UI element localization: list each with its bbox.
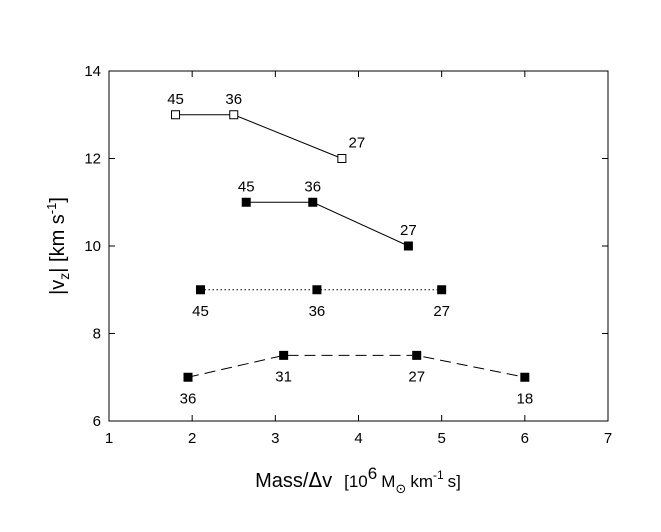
y-tick-label: 6: [93, 413, 101, 430]
y-tick-label: 8: [93, 326, 101, 343]
series-line: [175, 114, 343, 159]
series-4: 36 31 27 18: [180, 350, 533, 407]
x-axis-title: Mass/Δv [106 M⊙ km-1 s]: [255, 464, 461, 497]
y-tick-label: 14: [84, 63, 101, 80]
data-point: [171, 110, 181, 120]
series-2: 45 36 27: [238, 178, 417, 251]
data-point: [337, 154, 347, 163]
series-line: [187, 354, 525, 378]
point-label: 45: [192, 303, 209, 320]
series-line: [246, 201, 409, 247]
point-label: 27: [408, 368, 425, 385]
data-point: [241, 197, 251, 207]
x-tick-label: 4: [354, 430, 362, 447]
data-point: [520, 372, 530, 382]
point-label: 31: [275, 368, 292, 385]
series-3: 45 36 27: [192, 285, 450, 320]
x-tick-label: 3: [271, 430, 279, 447]
point-label: 27: [400, 222, 417, 239]
plot-frame: [108, 70, 609, 422]
data-point: [183, 372, 193, 382]
point-label: 36: [180, 390, 197, 407]
data-point: [412, 350, 422, 360]
x-tick-label: 6: [521, 430, 529, 447]
data-point: [229, 110, 239, 120]
y-axis-title: |vz| [km s-1]: [44, 197, 72, 295]
x-tick-label: 7: [604, 430, 612, 447]
point-label: 36: [309, 303, 326, 320]
data-point: [312, 285, 322, 295]
x-tick-label: 2: [188, 430, 196, 447]
data-point: [403, 241, 413, 251]
series-layer: 45 36 27 45 36 27 45 36 27 36 31 27 18: [167, 91, 533, 408]
point-label: 45: [167, 91, 184, 108]
point-label: 45: [238, 178, 255, 195]
x-tick-label: 5: [437, 430, 445, 447]
series-1: 45 36 27: [167, 91, 365, 163]
data-point: [437, 285, 447, 295]
point-label: 27: [433, 303, 450, 320]
y-tick-label: 10: [84, 238, 101, 255]
data-point: [195, 285, 205, 295]
x-tick-label: 1: [105, 430, 113, 447]
point-label: 18: [516, 390, 533, 407]
point-label: 36: [304, 178, 321, 195]
y-tick-label: 12: [84, 151, 101, 168]
data-point: [308, 197, 318, 207]
point-label: 27: [349, 135, 366, 152]
data-point: [279, 350, 289, 360]
point-label: 36: [225, 91, 242, 108]
